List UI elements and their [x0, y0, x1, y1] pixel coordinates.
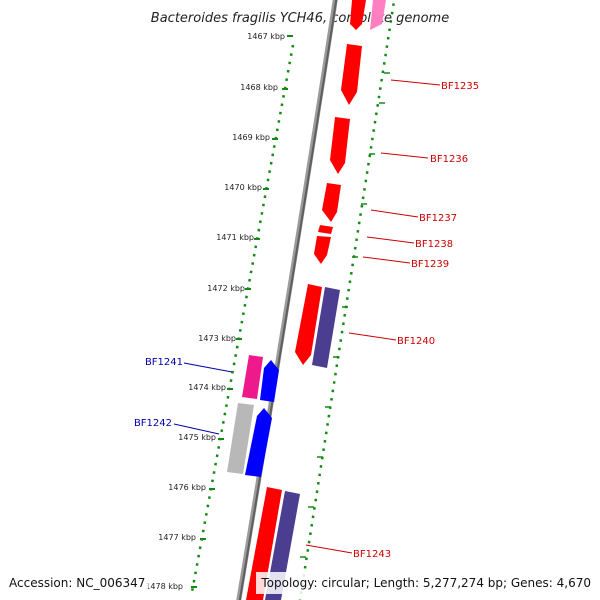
cds-feature — [341, 44, 362, 105]
cds-feature — [295, 284, 322, 365]
ruler-outer — [298, 0, 396, 600]
map-title: Bacteroides fragilis YCH46, complete gen… — [151, 11, 449, 26]
kbp-labels: 1467 kbp 1468 kbp 1469 kbp 1470 kbp 1471… — [145, 32, 285, 591]
kbp-label: 1476 kbp — [168, 483, 206, 492]
kbp-label: 1478 kbp — [145, 582, 183, 591]
kbp-label: 1468 kbp — [240, 83, 278, 92]
kbp-ticks — [191, 35, 293, 588]
minus-strand-genes — [227, 355, 279, 477]
cds-feature — [318, 225, 333, 234]
cds-feature — [314, 236, 331, 264]
cds-feature — [330, 117, 350, 174]
cds-feature — [242, 355, 263, 399]
plus-leaders — [305, 79, 441, 554]
gene-label-bf1238: BF1238 — [415, 239, 453, 250]
cds-feature — [312, 287, 340, 368]
cds-feature — [350, 0, 366, 30]
kbp-label: 1470 kbp — [224, 183, 262, 192]
gene-label-bf1235: BF1235 — [441, 81, 479, 92]
cds-feature — [246, 487, 282, 600]
gene-label-bf1240: BF1240 — [397, 336, 435, 347]
gene-label-bf1243: BF1243 — [353, 549, 391, 560]
gene-label-bf1242: BF1242 — [134, 418, 172, 429]
cds-feature — [227, 403, 254, 474]
kbp-label: 1477 kbp — [158, 533, 196, 542]
kbp-label: 1467 kbp — [247, 32, 285, 41]
kbp-label: 1474 kbp — [188, 383, 226, 392]
cds-feature — [260, 360, 279, 402]
genome-summary-text: Topology: circular; Length: 5,277,274 bp… — [260, 576, 591, 590]
gene-label-bf1241: BF1241 — [145, 357, 183, 368]
kbp-label: 1472 kbp — [207, 284, 245, 293]
cds-feature — [322, 183, 341, 222]
gene-label-bf1239: BF1239 — [411, 259, 449, 270]
genome-backbone — [236, 0, 338, 600]
gene-label-bf1236: BF1236 — [430, 154, 468, 165]
gene-label-bf1237: BF1237 — [419, 213, 457, 224]
gene-labels: BF1235 BF1236 BF1237 BF1238 BF1239 BF124… — [134, 81, 479, 560]
cds-feature — [370, 0, 386, 30]
accession-text: Accession: NC_006347 — [9, 576, 145, 590]
kbp-label: 1473 kbp — [198, 334, 236, 343]
kbp-label: 1475 kbp — [178, 433, 216, 442]
kbp-label: 1471 kbp — [216, 233, 254, 242]
kbp-label: 1469 kbp — [232, 133, 270, 142]
cds-feature — [245, 408, 272, 477]
minus-leaders — [173, 362, 233, 435]
